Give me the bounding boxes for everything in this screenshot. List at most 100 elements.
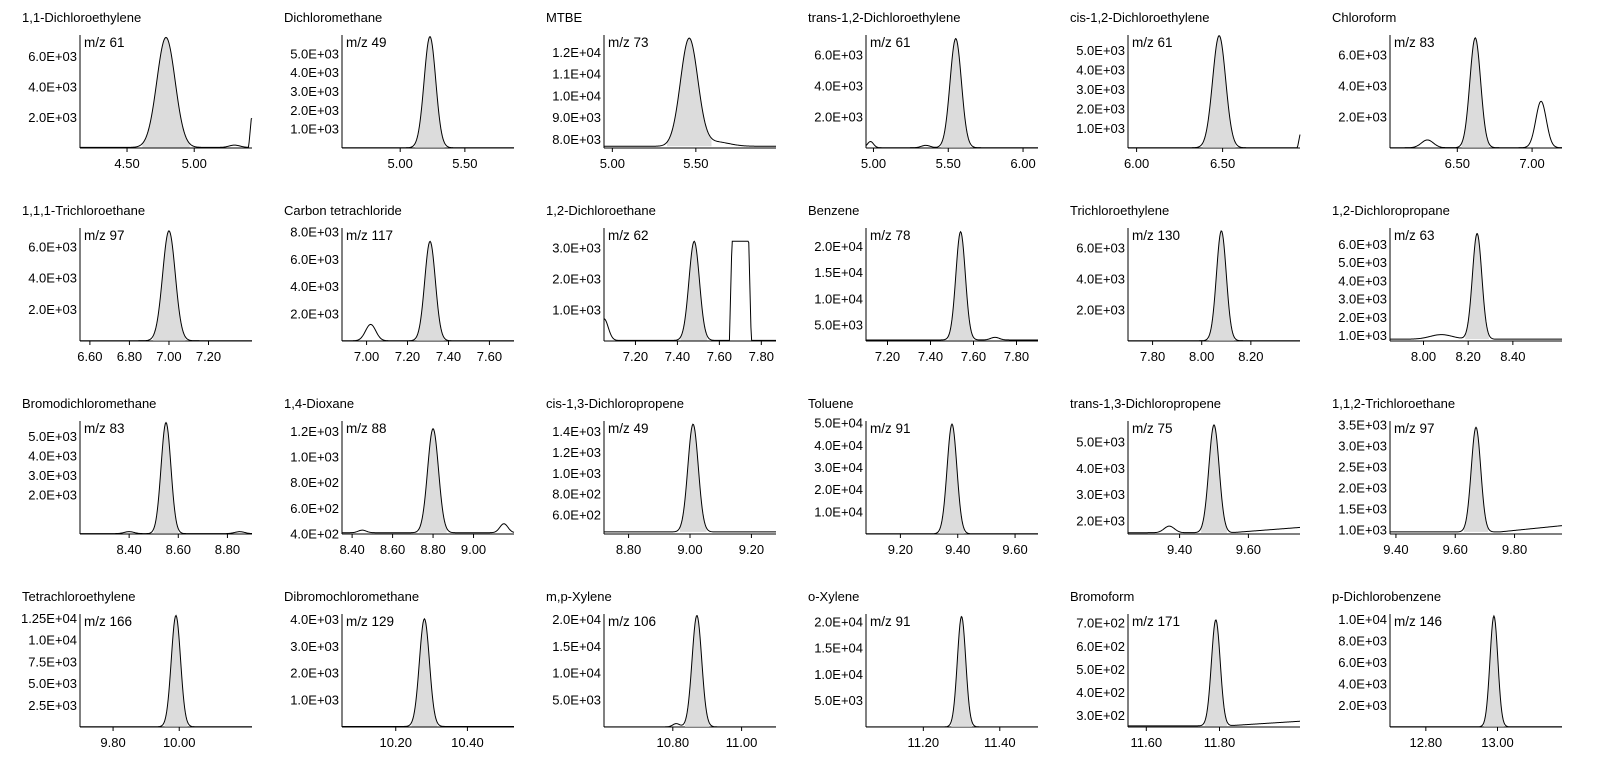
y-tick-label: 3.0E+03 <box>290 84 339 99</box>
ion-label: m/z 49 <box>346 35 387 50</box>
x-tick-label: 9.80 <box>1502 542 1527 557</box>
x-tick-label: 8.20 <box>1456 349 1481 364</box>
y-tick-label: 4.0E+03 <box>290 279 339 294</box>
peak-area <box>164 615 188 727</box>
chromatogram-panel: cis-1,3-Dichloropropene 6.0E+02 8.0E+02 1.0… <box>524 386 790 578</box>
signal-trace <box>342 427 515 534</box>
y-tick-label: 5.0E+03 <box>28 429 77 444</box>
chromatogram-plot: 3.0E+02 4.0E+02 5.0E+02 6.0E+02 7.0E+02 11.60… <box>1076 614 1301 750</box>
signal-trace <box>1128 619 1301 727</box>
peak-area <box>680 241 708 341</box>
chart-title: cis-1,2-Dichloroethylene <box>1070 10 1210 25</box>
chromatogram-panel: Trichloroethylene 2.0E+03 4.0E+03 6.0E+03 7.… <box>1048 193 1314 385</box>
y-tick-label: 2.0E+04 <box>814 482 863 497</box>
x-tick-label: 8.20 <box>1238 349 1263 364</box>
y-tick-label: 2.0E+03 <box>1076 303 1125 318</box>
y-tick-label: 3.0E+03 <box>28 468 77 483</box>
x-tick-label: 6.00 <box>1124 156 1149 171</box>
chromatogram-plot: 5.0E+03 1.0E+04 1.5E+04 2.0E+04 10.80 11.00 m/… <box>552 612 776 750</box>
x-tick-label: 8.60 <box>166 542 191 557</box>
chart-title: Trichloroethylene <box>1070 203 1170 218</box>
x-tick-label: 7.00 <box>354 349 379 364</box>
chromatogram-plot: 6.0E+02 8.0E+02 1.0E+03 1.2E+03 1.4E+03 8.80 9… <box>552 421 776 557</box>
signal-trace <box>866 230 1038 341</box>
ion-label: m/z 75 <box>1132 421 1173 436</box>
x-tick-label: 7.40 <box>436 349 461 364</box>
y-tick-label: 6.0E+03 <box>1338 237 1387 252</box>
chart-title: Benzene <box>808 203 860 218</box>
y-tick-label: 5.0E+04 <box>814 416 863 431</box>
y-tick-label: 2.0E+04 <box>814 239 863 254</box>
y-tick-label: 1.0E+03 <box>290 122 339 137</box>
signal-trace <box>1128 424 1301 534</box>
y-tick-label: 1.2E+03 <box>290 424 339 439</box>
y-tick-label: 3.0E+03 <box>290 639 339 654</box>
chromatogram-plot: 2.0E+03 3.0E+03 4.0E+03 5.0E+03 8.40 8.60 8.80… <box>28 421 253 557</box>
x-tick-label: 9.00 <box>461 542 486 557</box>
signal-trace <box>342 617 514 727</box>
y-tick-label: 1.0E+03 <box>290 693 339 708</box>
signal-trace <box>1390 614 1562 728</box>
y-tick-label: 1.2E+03 <box>552 445 601 460</box>
chromatogram-panel: Dichloromethane 1.0E+03 2.0E+03 3.0E+03 4.0E… <box>262 0 528 192</box>
chromatogram-panel: trans-1,2-Dichloroethylene 2.0E+03 4.0E+03… <box>786 0 1052 192</box>
peak-area <box>1201 424 1227 533</box>
y-tick-label: 4.0E+03 <box>1338 273 1387 288</box>
peak-area <box>948 231 973 340</box>
ion-label: m/z 62 <box>608 228 649 243</box>
x-tick-label: 6.50 <box>1210 156 1235 171</box>
y-tick-label: 5.0E+03 <box>814 318 863 333</box>
y-tick-label: 4.0E+03 <box>1076 272 1125 287</box>
chart-title: 1,1-Dichloroethylene <box>22 10 142 25</box>
y-tick-label: 6.0E+03 <box>1076 241 1125 256</box>
chromatogram-panel: 1,1,2-Trichloroethane 1.0E+03 1.5E+03 2.0E+… <box>1310 386 1576 578</box>
chart-title: Bromoform <box>1070 589 1135 604</box>
signal-trace <box>603 240 776 341</box>
peak-area <box>951 616 973 727</box>
x-tick-label: 10.80 <box>657 735 690 750</box>
peak-area <box>667 38 712 147</box>
chromatogram-plot: 2.0E+03 4.0E+03 6.0E+03 8.0E+03 1.0E+04 12.80… <box>1338 612 1562 750</box>
y-tick-label: 1.0E+03 <box>552 303 601 318</box>
y-tick-label: 2.5E+03 <box>28 698 77 713</box>
chart-title: p-Dichlorobenzene <box>1332 589 1442 604</box>
y-tick-label: 1.25E+04 <box>21 611 77 626</box>
y-tick-label: 6.0E+02 <box>290 501 339 516</box>
x-tick-label: 8.60 <box>380 542 405 557</box>
chromatogram-plot: 8.0E+03 9.0E+03 1.0E+04 1.1E+04 1.2E+04 5.00 5… <box>552 35 776 171</box>
peak-area <box>939 424 965 534</box>
x-tick-label: 7.00 <box>156 349 181 364</box>
y-tick-label: 3.0E+03 <box>552 241 601 256</box>
x-tick-label: 9.20 <box>888 542 913 557</box>
x-tick-label: 9.20 <box>739 542 764 557</box>
y-tick-label: 4.0E+03 <box>28 271 77 286</box>
x-tick-label: 5.50 <box>936 156 961 171</box>
ion-label: m/z 130 <box>1132 228 1180 243</box>
signal-trace <box>604 423 776 533</box>
chromatogram-panel: trans-1,3-Dichloropropene 2.0E+03 3.0E+03 4… <box>1048 386 1314 578</box>
x-tick-label: 9.60 <box>1443 542 1468 557</box>
signal-trace <box>342 36 514 149</box>
chromatogram-panel: Toluene 1.0E+04 2.0E+04 3.0E+04 4.0E+04 5.0E+… <box>786 386 1052 578</box>
chromatogram-panel: MTBE 8.0E+03 9.0E+03 1.0E+04 1.1E+04 1.2E+04 5… <box>524 0 790 192</box>
signal-trace <box>866 615 1038 728</box>
y-tick-label: 3.0E+03 <box>1338 292 1387 307</box>
x-tick-label: 12.80 <box>1410 735 1443 750</box>
chromatogram-plot: 1.0E+03 2.0E+03 3.0E+03 4.0E+03 5.0E+03 6.0E+… <box>1338 228 1562 364</box>
y-tick-label: 4.0E+02 <box>1076 685 1125 700</box>
x-tick-label: 7.80 <box>749 349 774 364</box>
x-tick-label: 6.00 <box>1010 156 1035 171</box>
signal-trace <box>1390 36 1563 149</box>
x-tick-label: 11.60 <box>1131 735 1163 750</box>
x-tick-label: 10.20 <box>379 735 412 750</box>
peak-area <box>411 618 438 727</box>
y-tick-label: 3.0E+02 <box>1076 708 1125 723</box>
y-tick-label: 1.0E+04 <box>552 88 601 103</box>
peak-area <box>1204 620 1227 726</box>
x-tick-label: 5.00 <box>388 156 413 171</box>
chromatogram-plot: 1.0E+03 1.5E+03 2.0E+03 2.5E+03 3.0E+03 3.5E+… <box>1338 418 1563 557</box>
chromatogram-plot: 4.0E+02 6.0E+02 8.0E+02 1.0E+03 1.2E+03 8.40 8… <box>290 421 515 557</box>
y-tick-label: 5.0E+03 <box>552 693 601 708</box>
signal-trace <box>604 37 776 147</box>
